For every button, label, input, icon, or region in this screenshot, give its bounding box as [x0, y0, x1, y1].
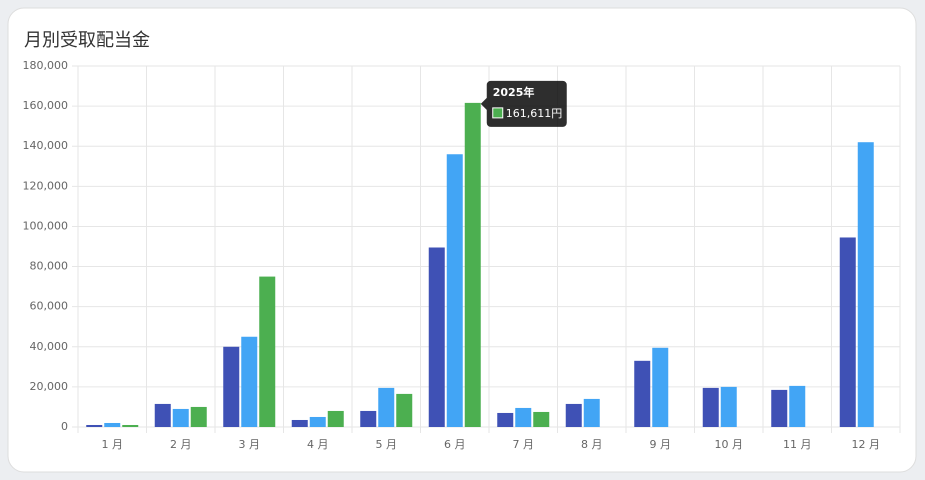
x-tick-label: 8 月: [581, 438, 603, 451]
tooltip-title: 2025年: [493, 85, 535, 99]
bar: [259, 276, 276, 427]
bar: [583, 398, 600, 427]
y-tick-label: 100,000: [23, 219, 69, 232]
bar: [241, 336, 258, 427]
y-tick-label: 60,000: [30, 300, 69, 313]
bar: [515, 407, 532, 427]
bar: [652, 347, 669, 427]
bar: [428, 247, 445, 427]
bar: [396, 393, 413, 427]
bar: [533, 411, 550, 427]
y-tick-label: 40,000: [30, 340, 69, 353]
bar: [857, 142, 874, 427]
bar: [720, 386, 737, 427]
bar: [309, 416, 326, 427]
bar: [702, 387, 719, 427]
bar: [172, 408, 189, 427]
bar: [789, 385, 806, 427]
bar: [327, 410, 344, 427]
y-tick-label: 140,000: [23, 139, 69, 152]
y-tick-label: 180,000: [23, 59, 69, 72]
tooltip-label: 161,611円: [506, 107, 563, 120]
y-tick-label: 0: [61, 420, 68, 433]
tooltip-swatch: [492, 107, 504, 119]
bar: [634, 360, 651, 427]
x-tick-label: 12 月: [852, 438, 881, 451]
y-tick-label: 160,000: [23, 99, 69, 112]
tooltip: 2025年 161,611円: [480, 80, 567, 127]
bar: [497, 412, 514, 427]
bar: [291, 419, 308, 427]
bar: [378, 387, 395, 427]
y-tick-label: 120,000: [23, 179, 69, 192]
bar: [771, 389, 788, 427]
x-tick-label: 11 月: [783, 438, 812, 451]
bar: [565, 403, 582, 427]
bar: [154, 403, 171, 427]
bar: [360, 410, 377, 427]
bar: [104, 422, 121, 427]
x-tick-label: 1 月: [102, 438, 124, 451]
bar: [464, 102, 481, 427]
y-tick-label: 80,000: [30, 260, 69, 273]
chart-title: 月別受取配当金: [24, 30, 150, 51]
bar: [223, 346, 240, 427]
x-tick-label: 3 月: [239, 438, 261, 451]
y-tick-label: 20,000: [30, 380, 69, 393]
bar: [190, 406, 207, 427]
x-tick-label: 10 月: [715, 438, 744, 451]
x-tick-label: 7 月: [513, 438, 535, 451]
x-tick-label: 2 月: [170, 438, 192, 451]
x-tick-label: 4 月: [307, 438, 329, 451]
bar: [446, 154, 463, 427]
bar: [122, 424, 139, 427]
x-tick-label: 9 月: [650, 438, 672, 451]
bar: [86, 424, 103, 427]
x-tick-label: 6 月: [444, 438, 466, 451]
bar: [839, 237, 856, 427]
x-tick-label: 5 月: [376, 438, 398, 451]
